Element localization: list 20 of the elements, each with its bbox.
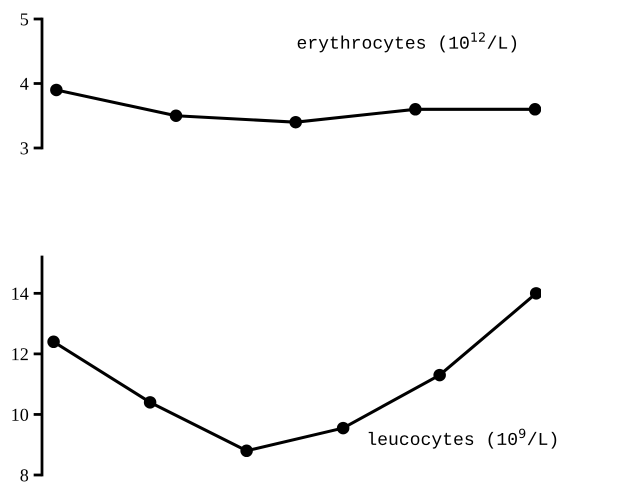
point (530, 287, 541, 300)
point (409, 103, 422, 116)
y-tick-label: 12 (12, 348, 28, 360)
point (240, 444, 253, 458)
y-tick-label: 8 (20, 469, 28, 482)
y-tick-label: 4 (20, 78, 29, 90)
point (144, 396, 156, 409)
y-tick-label: 5 (20, 13, 28, 26)
y-tick-label: 14 (12, 288, 29, 300)
point (289, 116, 302, 128)
point (47, 336, 60, 348)
point (170, 110, 182, 122)
point (336, 422, 350, 434)
y-tick-label: 10 (12, 408, 28, 421)
point (50, 84, 63, 96)
point (433, 368, 446, 382)
point (528, 103, 541, 116)
y-tick-label: 3 (20, 142, 28, 154)
annotation: leucocytes (10$^{9}$/L) (368, 428, 556, 449)
annotation: erythrocytes (10$^{12}$/L) (298, 32, 516, 52)
